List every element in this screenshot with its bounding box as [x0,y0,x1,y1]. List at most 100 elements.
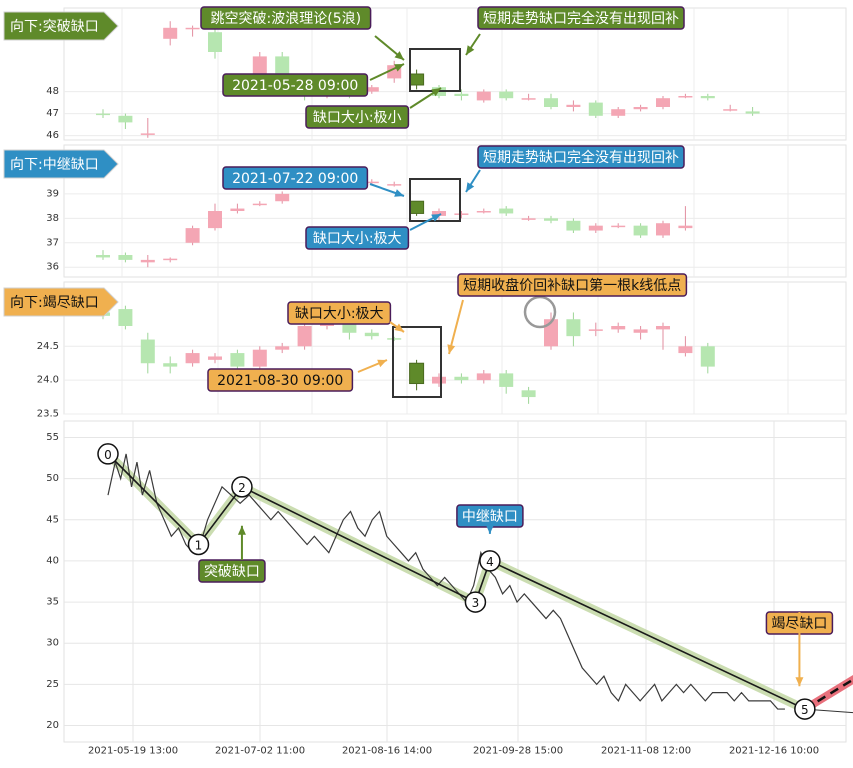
panel-2-ytick-1: 24.0 [37,375,59,386]
line-xtick-4: 2021-11-08 12:00 [601,746,691,757]
line-ytick-0: 20 [46,720,59,731]
panel-1-ann-0: 短期走势缺口完全没有出现回补 [483,149,679,166]
panel-0-candle-26 [678,96,693,98]
panel-1-candle-6 [230,208,245,211]
line-xtick-3: 2021-09-28 15:00 [473,746,563,757]
panel-2-candle-14 [409,362,425,385]
panel-1-tag: 向下:中继缺口 [10,157,99,173]
panel-0-frame [63,7,847,141]
panel-0-candle-24 [633,107,648,110]
wave-label-4: 4 [486,555,494,569]
panel-1-ytick-1: 37 [46,237,59,248]
line-ytick-2: 30 [46,638,59,649]
panel-2-gap-box [392,326,442,398]
panel-2-candle-25 [656,326,670,330]
panel-0-arrow-b-head [394,64,404,72]
panel-2-candle-5 [208,356,222,360]
line-ann-2-arrow-head [795,677,804,687]
panel-1-candle-23 [611,225,626,228]
panel-2-arrow-b-head [377,359,387,368]
panel-2-frame [63,281,847,415]
panel-1-ann-2-box [305,226,410,250]
panel-0-ann-2-box [222,73,369,97]
panel-0-candle-18 [499,91,514,99]
panel-1-candle-1 [118,255,133,260]
panel-2-tag: 向下:竭尽缺口 [10,295,99,311]
wave-label-2: 2 [238,481,246,495]
panel-1-candle-4 [185,228,200,243]
line-ytick-5: 45 [46,514,59,525]
projection-dash-0 [804,678,853,711]
panel-1-candle-14 [409,200,425,214]
panel-2-candle-24 [633,329,648,333]
panel-1-candle-22 [588,225,603,231]
panel-0-candle-14 [409,73,425,86]
panel-1-candle-17 [476,211,491,213]
panel-0-candle-3 [163,27,178,39]
panel-2-tag-shape [3,287,119,317]
panel-2-candle-27 [700,346,715,367]
line-ann-0: 突破缺口 [204,564,260,580]
panel-2-ytick-0: 23.5 [37,409,59,420]
wave-line [107,453,806,710]
panel-1-candle-19 [521,218,536,220]
panel-0-ytick-1: 47 [46,108,59,119]
panel-0-candle-25 [656,98,670,107]
panel-0-ytick-0: 46 [46,130,59,141]
panel-2-fill-circle [523,295,557,329]
panel-1-candle-21 [566,220,581,231]
panel-2-candle-4 [185,353,200,364]
panel-0-candle-23 [611,109,626,116]
panel-2-candle-17 [476,373,491,381]
wave-point-3 [464,591,487,613]
wave-point-0 [97,443,119,465]
panel-0-candle-5 [208,32,222,52]
panel-1-candle-18 [499,208,514,214]
panel-0-arrow-c-head [431,88,441,97]
panel-1-candle-3 [163,258,178,261]
panel-0-arrow-a-head [394,51,404,60]
panel-2-ytick-2: 24.5 [37,341,59,352]
panel-0-tag: 向下:突破缺口 [10,19,99,35]
panel-2-candle-3 [163,363,178,367]
panel-2-ann-0: 短期收盘价回补缺口第一根k线低点 [463,277,681,294]
panel-1-ann-1-box [222,166,369,190]
panel-2-ann-1-box [287,301,392,325]
panel-1-candle-15 [432,211,446,216]
panel-2-candle-26 [678,346,693,354]
panel-2-candle-2 [140,339,155,364]
panel-2-candle-23 [611,326,626,330]
panel-0-candle-4 [185,27,200,30]
panel-1-candle-12 [364,181,379,184]
wave-point-1 [187,533,210,556]
panel-1-candle-5 [208,211,222,229]
panel-2-ann-2-box [207,368,354,392]
panel-1-candle-0 [96,255,110,258]
panel-0-candle-29 [745,111,760,114]
panel-2-candle-12 [364,332,379,337]
panel-0-arrow-d-head [466,45,475,55]
panel-0-candle-2 [140,133,155,135]
wave-point-5 [794,698,816,720]
panel-2-candle-13 [387,338,402,340]
wave-point-4 [479,550,501,572]
panel-2-ann-0-box [457,273,688,297]
panel-2-candle-18 [499,373,514,387]
panel-2-candle-7 [252,349,267,367]
line-panel-frame [63,420,847,743]
wave-label-0: 0 [104,448,112,462]
wave-label-1: 1 [195,538,203,552]
panel-1-arrow-c-head [466,182,475,192]
panel-1-ann-1: 2021-07-22 09:00 [232,171,358,187]
panel-1-candle-25 [656,223,670,236]
panel-1-candle-26 [678,225,693,229]
line-xtick-2: 2021-08-16 14:00 [342,746,432,757]
panel-1-candle-8 [275,193,290,202]
panel-2-candle-21 [566,319,581,337]
line-xtick-5: 2021-12-16 10:00 [729,746,819,757]
wave-label-3: 3 [472,596,480,610]
panel-0-ann-1: 短期走势缺口完全没有出现回补 [483,10,679,27]
panel-2-ann-2: 2021-08-30 09:00 [217,373,343,389]
